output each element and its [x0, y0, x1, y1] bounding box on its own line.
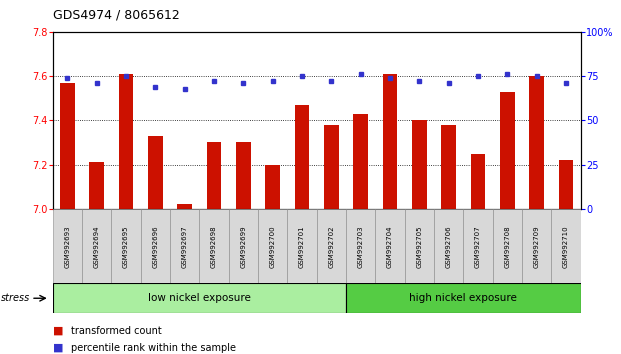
Bar [288, 209, 317, 285]
Text: GSM992710: GSM992710 [563, 225, 569, 268]
Text: percentile rank within the sample: percentile rank within the sample [71, 343, 237, 353]
Bar [53, 283, 346, 313]
Text: GSM992697: GSM992697 [182, 225, 188, 268]
Bar [471, 154, 486, 209]
Bar [295, 105, 309, 209]
Bar [141, 209, 170, 285]
Bar [265, 165, 280, 209]
Bar [111, 209, 141, 285]
Text: GSM992705: GSM992705 [416, 225, 422, 268]
Text: ■: ■ [53, 343, 63, 353]
Bar [346, 209, 375, 285]
Bar [317, 209, 346, 285]
Bar [236, 142, 251, 209]
Text: GSM992700: GSM992700 [270, 225, 276, 268]
Bar [405, 209, 434, 285]
Bar [551, 209, 581, 285]
Text: ■: ■ [53, 326, 63, 336]
Text: GSM992702: GSM992702 [329, 225, 334, 268]
Bar [82, 209, 111, 285]
Bar [353, 114, 368, 209]
Bar [148, 136, 163, 209]
Bar [500, 92, 515, 209]
Bar [199, 209, 229, 285]
Bar [529, 76, 544, 209]
Text: high nickel exposure: high nickel exposure [409, 293, 517, 303]
Bar [522, 209, 551, 285]
Text: GSM992701: GSM992701 [299, 225, 305, 268]
Text: GDS4974 / 8065612: GDS4974 / 8065612 [53, 9, 179, 22]
Text: GSM992694: GSM992694 [94, 225, 100, 268]
Bar [346, 283, 581, 313]
Text: low nickel exposure: low nickel exposure [148, 293, 251, 303]
Text: GSM992699: GSM992699 [240, 225, 247, 268]
Bar [229, 209, 258, 285]
Bar [53, 209, 82, 285]
Text: GSM992706: GSM992706 [446, 225, 451, 268]
Bar [412, 120, 427, 209]
Bar [463, 209, 492, 285]
Bar [442, 125, 456, 209]
Text: GSM992708: GSM992708 [504, 225, 510, 268]
Text: transformed count: transformed count [71, 326, 162, 336]
Bar [559, 160, 573, 209]
Bar [119, 74, 134, 209]
Bar [178, 205, 192, 209]
Text: GSM992703: GSM992703 [358, 225, 364, 268]
Text: GSM992698: GSM992698 [211, 225, 217, 268]
Bar [375, 209, 405, 285]
Bar [258, 209, 288, 285]
Bar [89, 162, 104, 209]
Bar [492, 209, 522, 285]
Bar [60, 83, 75, 209]
Bar [383, 74, 397, 209]
Text: stress: stress [1, 293, 30, 303]
Bar [324, 125, 338, 209]
Text: GSM992709: GSM992709 [533, 225, 540, 268]
Text: GSM992695: GSM992695 [123, 225, 129, 268]
Text: GSM992693: GSM992693 [65, 225, 70, 268]
Bar [207, 142, 222, 209]
Bar [434, 209, 463, 285]
Text: GSM992707: GSM992707 [475, 225, 481, 268]
Bar [170, 209, 199, 285]
Text: GSM992704: GSM992704 [387, 225, 393, 268]
Text: GSM992696: GSM992696 [152, 225, 158, 268]
